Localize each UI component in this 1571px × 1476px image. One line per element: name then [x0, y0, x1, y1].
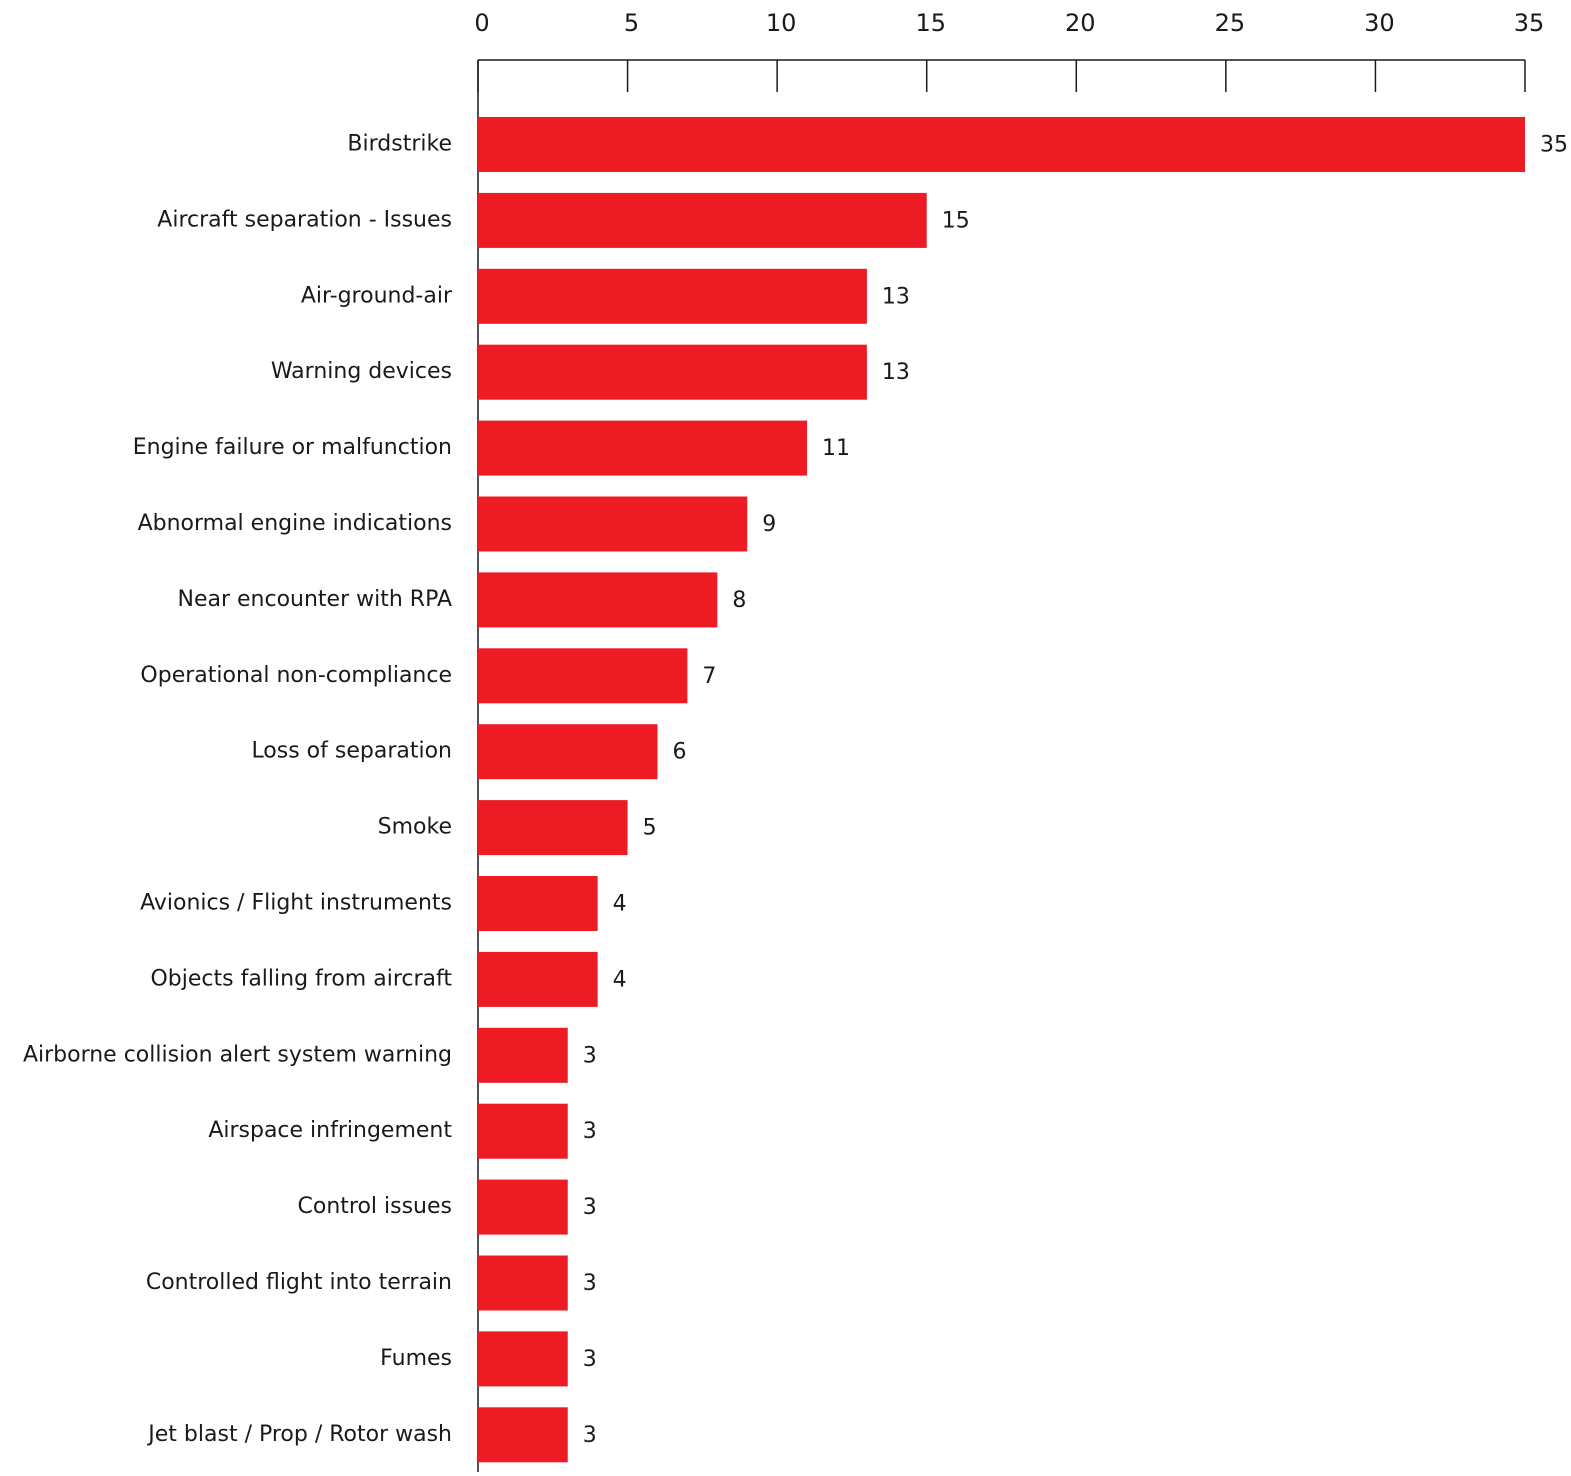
category-label: Loss of separation	[251, 739, 452, 764]
value-label: 5	[643, 816, 657, 841]
bar	[478, 344, 867, 400]
value-label: 15	[942, 208, 970, 233]
bar	[478, 496, 748, 552]
bar	[478, 1407, 568, 1463]
category-label: Air-ground-air	[301, 283, 453, 308]
bar	[478, 648, 688, 704]
x-tick-label: 5	[624, 9, 639, 37]
value-label: 11	[822, 436, 850, 461]
x-tick-label: 10	[766, 9, 797, 37]
bar	[478, 724, 658, 780]
bar	[478, 572, 718, 628]
value-label: 3	[583, 1043, 597, 1068]
category-label: Jet blast / Prop / Rotor wash	[146, 1422, 452, 1447]
bar	[478, 192, 927, 248]
x-tick-label: 25	[1215, 9, 1246, 37]
category-label: Airspace infringement	[208, 1118, 452, 1143]
x-tick-label: 30	[1364, 9, 1395, 37]
category-label: Fumes	[380, 1346, 452, 1371]
value-label: 4	[613, 892, 627, 917]
category-label: Birdstrike	[347, 132, 452, 157]
bar	[478, 800, 628, 856]
value-label: 3	[583, 1347, 597, 1372]
category-label: Near encounter with RPA	[178, 587, 453, 612]
value-label: 13	[882, 360, 910, 385]
category-label: Objects falling from aircraft	[150, 966, 452, 991]
bar	[478, 420, 808, 476]
bar	[478, 117, 1525, 172]
value-label: 4	[613, 967, 627, 992]
value-label: 13	[882, 284, 910, 309]
value-label: 8	[732, 588, 746, 613]
value-label: 9	[762, 512, 776, 537]
category-label: Aircraft separation - Issues	[157, 207, 452, 232]
bar	[478, 1255, 568, 1311]
category-label: Avionics / Flight instruments	[140, 891, 452, 916]
category-label: Engine failure or malfunction	[133, 435, 452, 460]
bar	[478, 1027, 568, 1083]
value-label: 3	[583, 1195, 597, 1220]
category-label: Operational non-compliance	[140, 663, 452, 688]
category-label: Control issues	[298, 1194, 453, 1219]
value-label: 3	[583, 1271, 597, 1296]
bar	[478, 1103, 568, 1159]
bar	[478, 1331, 568, 1387]
category-label: Smoke	[378, 815, 452, 840]
x-tick-label: 15	[915, 9, 946, 37]
value-label: 35	[1540, 133, 1568, 158]
category-label: Warning devices	[271, 359, 452, 384]
x-tick-label: 20	[1065, 9, 1096, 37]
x-tick-label: 0	[474, 9, 489, 37]
bar	[478, 951, 598, 1007]
value-label: 3	[583, 1119, 597, 1144]
category-label: Airborne collision alert system warning	[23, 1042, 452, 1067]
bar	[478, 268, 867, 324]
category-label: Abnormal engine indications	[138, 511, 452, 536]
value-label: 7	[702, 664, 716, 689]
bar	[478, 876, 598, 931]
value-label: 6	[672, 740, 686, 765]
x-tick-label: 35	[1514, 9, 1545, 37]
category-label: Controlled flight into terrain	[146, 1270, 452, 1295]
bar	[478, 1179, 568, 1235]
value-label: 3	[583, 1423, 597, 1448]
